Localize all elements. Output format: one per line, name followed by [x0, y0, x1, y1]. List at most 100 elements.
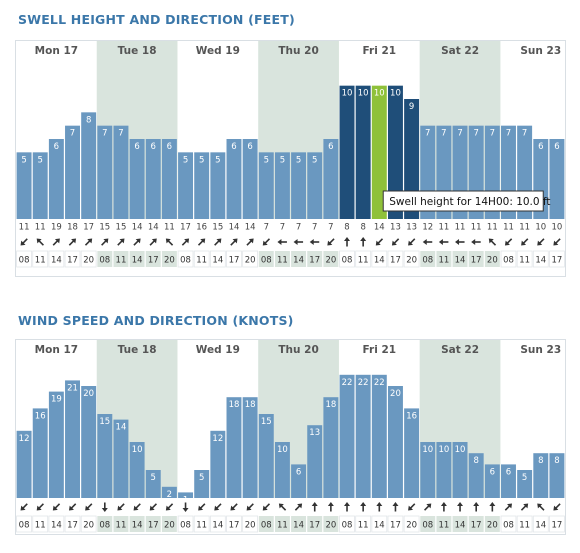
bar[interactable]: [258, 414, 274, 498]
wind-chart-title: WIND SPEED AND DIRECTION (KNOTS): [18, 313, 294, 328]
period-label: 11: [487, 223, 498, 233]
period-label: 14: [374, 223, 385, 233]
hour-label: 17: [309, 521, 320, 531]
bar-value-label: 6: [554, 142, 559, 152]
bar[interactable]: [339, 85, 355, 219]
bar[interactable]: [226, 397, 242, 498]
bar[interactable]: [323, 139, 339, 219]
arrow-up-right-icon: [52, 238, 60, 246]
bar[interactable]: [194, 470, 210, 498]
bar[interactable]: [404, 408, 420, 498]
swell-chart[interactable]: Mon 17 Tue 18 Wed 19 Thu 20 Fri 21 Sat 22 Sun …: [16, 41, 565, 276]
wind-chart[interactable]: Mon 17 Tue 18 Wed 19 Thu 20 Fri 21 Sat 22 Sun …: [16, 340, 565, 534]
bar[interactable]: [16, 430, 32, 498]
bar[interactable]: [339, 374, 355, 498]
bar[interactable]: [420, 442, 436, 498]
bar[interactable]: [371, 374, 387, 498]
swell-chart-title: SWELL HEIGHT AND DIRECTION (FEET): [18, 12, 295, 27]
bar[interactable]: [355, 374, 371, 498]
bar[interactable]: [371, 85, 387, 219]
bar[interactable]: [484, 464, 500, 498]
bar[interactable]: [323, 397, 339, 498]
hour-cell: [48, 515, 65, 533]
bar[interactable]: [226, 139, 242, 219]
hour-label: 08: [261, 256, 272, 266]
bar[interactable]: [65, 380, 80, 498]
bar[interactable]: [387, 85, 403, 219]
hour-label: 08: [422, 521, 433, 531]
period-row-bg: [16, 219, 565, 233]
period-label: 7: [296, 223, 301, 233]
bar[interactable]: [291, 152, 307, 219]
bar-value-label: 7: [457, 129, 462, 139]
arrow-up-left-icon: [537, 503, 545, 511]
bar[interactable]: [113, 125, 129, 219]
bar[interactable]: [387, 386, 403, 498]
bar[interactable]: [549, 139, 565, 219]
bar[interactable]: [178, 492, 194, 498]
bar[interactable]: [307, 152, 323, 219]
bar[interactable]: [242, 139, 258, 219]
bar[interactable]: [161, 139, 177, 219]
hour-label: 17: [148, 256, 159, 266]
bar[interactable]: [65, 125, 80, 219]
bar[interactable]: [81, 112, 97, 219]
arrow-down-left-icon: [20, 238, 28, 246]
bar[interactable]: [436, 442, 452, 498]
bar[interactable]: [210, 430, 226, 498]
hour-label: 08: [503, 256, 514, 266]
bar-value-label: 8: [86, 115, 91, 125]
hour-label: 11: [438, 256, 449, 266]
bar[interactable]: [97, 414, 113, 498]
hour-label: 17: [229, 256, 240, 266]
day-label: Sat 22: [441, 45, 479, 57]
bar[interactable]: [533, 453, 549, 498]
bar[interactable]: [274, 152, 290, 219]
bar[interactable]: [274, 442, 290, 498]
period-label: 7: [312, 223, 317, 233]
bar[interactable]: [145, 139, 161, 219]
bar[interactable]: [258, 152, 274, 219]
hour-cell: [16, 515, 32, 533]
hour-cell: [307, 251, 323, 267]
bar[interactable]: [81, 386, 97, 498]
bar[interactable]: [517, 470, 533, 498]
bar[interactable]: [194, 152, 210, 219]
bar[interactable]: [32, 408, 48, 498]
hour-cell: [129, 251, 145, 267]
bar[interactable]: [468, 453, 484, 498]
bar[interactable]: [178, 152, 194, 219]
bar[interactable]: [129, 139, 145, 219]
bar[interactable]: [161, 486, 177, 498]
bar[interactable]: [452, 442, 468, 498]
bar[interactable]: [129, 442, 145, 498]
arrow-up-right-icon: [230, 238, 238, 246]
hour-cell: [532, 515, 549, 533]
hour-cell: [339, 515, 355, 533]
bar-value-label: 7: [522, 129, 527, 139]
period-label: 11: [455, 223, 466, 233]
bar[interactable]: [145, 470, 161, 498]
bar[interactable]: [307, 425, 323, 498]
hour-label: 20: [164, 256, 175, 266]
bar[interactable]: [355, 85, 371, 219]
hour-cell: [532, 250, 549, 268]
bar[interactable]: [549, 453, 565, 498]
arrow-down-left-icon: [262, 503, 271, 511]
bar[interactable]: [113, 419, 129, 498]
hour-label: 20: [487, 256, 498, 266]
hour-cell: [258, 516, 274, 532]
bar[interactable]: [210, 152, 226, 219]
bar[interactable]: [242, 397, 258, 498]
bar[interactable]: [48, 391, 64, 498]
bar[interactable]: [97, 125, 113, 219]
bar[interactable]: [32, 152, 48, 219]
bar[interactable]: [404, 99, 420, 219]
bar[interactable]: [48, 139, 64, 219]
hour-cell: [484, 251, 500, 267]
bar[interactable]: [501, 464, 516, 498]
bar-value-label: 9: [409, 102, 414, 112]
hour-label: 08: [19, 256, 30, 266]
bar[interactable]: [291, 464, 307, 498]
bar[interactable]: [16, 152, 32, 219]
